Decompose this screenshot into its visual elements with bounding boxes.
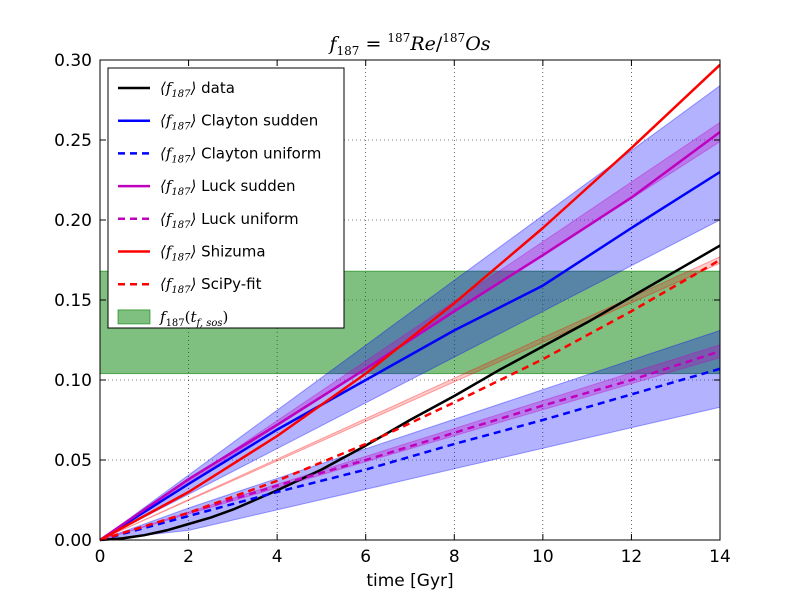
legend-label: ⟨f187⟩ Clayton sudden bbox=[160, 112, 318, 133]
legend-swatch-band bbox=[117, 309, 151, 325]
series-line-clayton-sudden bbox=[99, 170, 721, 542]
x-tick-label: 14 bbox=[709, 547, 731, 567]
series-line-luck-sudden bbox=[99, 130, 721, 542]
y-tick-label: 0.10 bbox=[54, 371, 92, 391]
title-sup2: 187 bbox=[442, 31, 465, 45]
title-eq: = bbox=[359, 33, 387, 55]
title-f: f bbox=[327, 33, 339, 55]
x-tick-label: 12 bbox=[621, 547, 643, 567]
x-tick-label: 2 bbox=[183, 547, 194, 567]
legend: ⟨f187⟩ data ⟨f187⟩ Clayton sudden ⟨f187⟩ C… bbox=[107, 67, 345, 329]
y-tick-label: 0.30 bbox=[54, 51, 92, 71]
title-os: Os bbox=[465, 33, 491, 55]
legend-label: ⟨f187⟩ Luck uniform bbox=[160, 210, 299, 231]
y-tick-label: 0.20 bbox=[54, 211, 92, 231]
title-slash: / bbox=[436, 33, 443, 55]
x-tick-label: 6 bbox=[360, 547, 371, 567]
x-axis-label: time [Gyr] bbox=[366, 571, 453, 591]
title-sup1: 187 bbox=[387, 31, 410, 45]
series-line-shizuma bbox=[99, 63, 721, 542]
legend-label: ⟨f187⟩ Shizuma bbox=[160, 243, 266, 264]
legend-label-band: f187(tf, sos) bbox=[159, 308, 228, 329]
title-re: Re bbox=[409, 33, 436, 55]
x-tick-label: 4 bbox=[272, 547, 283, 567]
y-tick-label: 0.05 bbox=[54, 451, 92, 471]
title-f-sub: 187 bbox=[337, 44, 360, 58]
legend-label: ⟨f187⟩ SciPy-fit bbox=[160, 275, 262, 296]
x-tick-label: 8 bbox=[449, 547, 460, 567]
chart-title: f187 = 187Re/187Os bbox=[327, 31, 490, 58]
y-tick-label: 0.25 bbox=[54, 131, 92, 151]
legend-label: ⟨f187⟩ data bbox=[160, 79, 235, 100]
x-tick-label: 0 bbox=[95, 547, 106, 567]
series-line-scipy-fit bbox=[99, 258, 721, 542]
legend-label: ⟨f187⟩ Clayton uniform bbox=[160, 144, 321, 165]
y-tick-label: 0.00 bbox=[54, 531, 92, 551]
series-line-data bbox=[99, 244, 721, 542]
x-tick-label: 10 bbox=[532, 547, 554, 567]
y-tick-label: 0.15 bbox=[54, 291, 92, 311]
legend-label: ⟨f187⟩ Luck sudden bbox=[160, 177, 296, 198]
